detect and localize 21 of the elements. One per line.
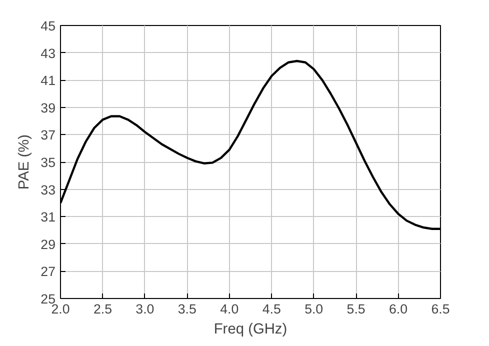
y-tick-label: 27: [40, 264, 56, 280]
y-tick-label: 39: [40, 100, 56, 116]
x-tick-label: 6.0: [389, 302, 408, 316]
y-tick-label: 33: [40, 182, 56, 198]
x-tick-label: 5.0: [304, 302, 324, 316]
y-axis-title: PAE (%): [16, 134, 33, 190]
x-axis-title: Freq (GHz): [214, 322, 288, 338]
y-tick-label: 37: [40, 128, 56, 143]
x-tick-label: 4.0: [220, 302, 239, 316]
x-tick-label: 3.5: [178, 302, 196, 316]
y-tick-label: 41: [40, 73, 56, 88]
y-tick-label: 35: [40, 155, 56, 170]
y-tick-label: 43: [40, 46, 56, 61]
x-tick-label: 5.5: [346, 302, 366, 316]
y-tick-label: 45: [40, 18, 56, 34]
x-tick-label: 3.0: [136, 302, 154, 316]
y-tick-label: 29: [40, 236, 56, 252]
x-tick-label: 4.5: [262, 302, 281, 316]
y-tick-label: 31: [40, 210, 56, 225]
x-tick-label: 2.5: [93, 302, 112, 316]
x-tick-label: 6.5: [431, 302, 450, 316]
